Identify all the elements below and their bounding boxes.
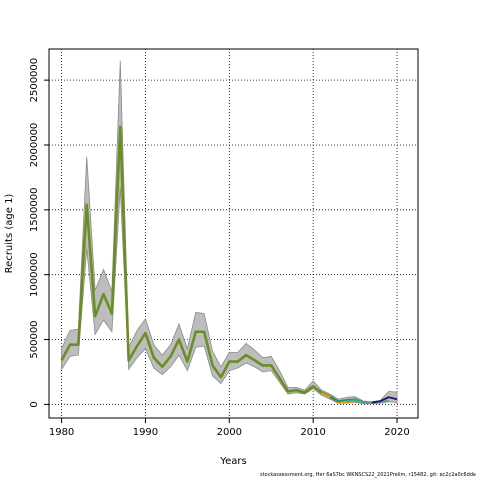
y-axis: 0 500000 1000000 1500000 2000000 2500000 <box>29 58 49 408</box>
x-tick-label: 1980 <box>49 427 74 438</box>
y-tick-label: 2500000 <box>29 58 40 103</box>
confidence-band <box>61 60 398 405</box>
series-layer <box>60 125 398 404</box>
series-line-0 <box>60 125 356 404</box>
confidence-band-layer <box>61 60 398 405</box>
footer-credit: stockassessment.org, Her 6aS7bc WKNSCS22… <box>259 472 476 478</box>
x-axis: 1980 1990 2000 2010 2020 <box>49 418 410 438</box>
x-tick-label: 2020 <box>384 427 409 438</box>
x-tick-label: 1990 <box>133 427 158 438</box>
x-tick-label: 2000 <box>217 427 242 438</box>
y-tick-label: 2000000 <box>29 123 40 168</box>
x-axis-label: Years <box>219 456 246 467</box>
x-tick-label: 2010 <box>300 427 325 438</box>
y-tick-label: 500000 <box>29 320 40 358</box>
series-line-5 <box>371 396 398 404</box>
y-tick-label: 1000000 <box>29 252 40 297</box>
y-axis-label: Recruits (age 1) <box>4 194 15 274</box>
plot-frame <box>48 48 419 419</box>
y-tick-label: 0 <box>29 401 40 407</box>
y-tick-label: 1500000 <box>29 188 40 233</box>
series-line-4 <box>354 399 389 404</box>
